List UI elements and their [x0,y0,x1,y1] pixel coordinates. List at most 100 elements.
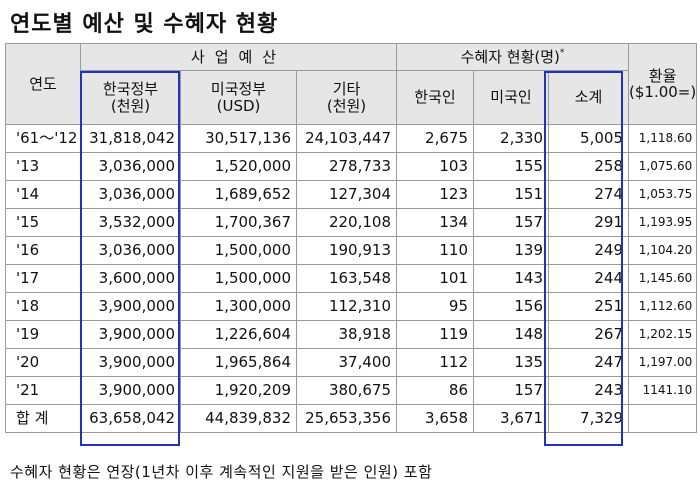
header-korea-gov: 한국정부 (천원) [80,70,181,125]
header-rate-line2: ($1.00=) [629,83,697,101]
cell-subtotal: 244 [548,264,629,293]
cell-other: 127,304 [296,180,397,209]
cell-rate: 1,104.20 [627,236,698,265]
cell-rate: 1,193.95 [627,208,698,237]
table-row: '19 3,900,000 1,226,604 38,918 119 148 2… [5,320,698,349]
cell-us-gov: 1,500,000 [180,236,297,265]
header-year: 연도 [5,43,81,125]
cell-subtotal: 274 [548,180,629,209]
cell-year: '61～'12 [5,124,81,153]
header-us-gov-line2: (USD) [216,96,261,115]
cell-korea-gov: 3,900,000 [80,292,181,321]
cell-rate: 1,145.60 [627,264,698,293]
cell-rate: 1,118.60 [627,124,698,153]
cell-other: 37,400 [296,348,397,377]
cell-other: 24,103,447 [296,124,397,153]
cell-us-gov: 1,520,000 [180,152,297,181]
cell-american: 157 [473,208,549,237]
table-row: '13 3,036,000 1,520,000 278,733 103 155 … [5,152,698,181]
table-row: '15 3,532,000 1,700,367 220,108 134 157 … [5,208,698,237]
cell-american: 139 [473,236,549,265]
cell-total-rate [627,404,698,433]
cell-us-gov: 1,920,209 [180,376,297,405]
cell-total-subtotal: 7,329 [548,404,629,433]
cell-subtotal: 247 [548,348,629,377]
cell-other: 163,548 [296,264,397,293]
cell-total-us-gov: 44,839,832 [180,404,297,433]
header-exchange-rate: 환율 ($1.00=) [627,43,698,125]
header-korea-gov-line1: 한국정부 [102,80,159,98]
cell-other: 380,675 [296,376,397,405]
cell-korean: 86 [396,376,474,405]
cell-year: '18 [5,292,81,321]
cell-subtotal: 249 [548,236,629,265]
cell-year: '20 [5,348,81,377]
cell-korean: 112 [396,348,474,377]
cell-rate: 1,112.60 [627,292,698,321]
cell-korea-gov: 3,036,000 [80,152,181,181]
cell-total-other: 25,653,356 [296,404,397,433]
header-budget-group: 사업예산 [80,43,397,71]
cell-korean: 110 [396,236,474,265]
cell-total-korean: 3,658 [396,404,474,433]
cell-american: 157 [473,376,549,405]
cell-korean: 95 [396,292,474,321]
cell-other: 220,108 [296,208,397,237]
cell-other: 278,733 [296,152,397,181]
cell-year: '21 [5,376,81,405]
cell-american: 151 [473,180,549,209]
cell-american: 2,330 [473,124,549,153]
header-beneficiary-group: 수혜자 현황(명)* [396,43,629,71]
cell-korean: 119 [396,320,474,349]
budget-beneficiary-table: 연도 사업예산 수혜자 현황(명)* 환율 ($1.00=) 한국정부 (천원)… [5,43,698,433]
cell-us-gov: 1,965,864 [180,348,297,377]
cell-year: '16 [5,236,81,265]
cell-american: 156 [473,292,549,321]
table-row: '61～'12 31,818,042 30,517,136 24,103,447… [5,124,698,153]
cell-subtotal: 267 [548,320,629,349]
cell-us-gov: 1,689,652 [180,180,297,209]
cell-american: 155 [473,152,549,181]
header-other-line1: 기타 [332,80,361,98]
cell-american: 143 [473,264,549,293]
cell-year: '15 [5,208,81,237]
cell-us-gov: 30,517,136 [180,124,297,153]
header-us-gov-line1: 미국정부 [210,80,267,98]
cell-other: 38,918 [296,320,397,349]
cell-subtotal: 243 [548,376,629,405]
cell-korea-gov: 3,900,000 [80,376,181,405]
cell-subtotal: 291 [548,208,629,237]
cell-total-american: 3,671 [473,404,549,433]
cell-subtotal: 258 [548,152,629,181]
header-subtotal: 소계 [548,70,629,125]
cell-us-gov: 1,500,000 [180,264,297,293]
cell-total-label: 합 계 [5,404,81,433]
header-other-line2: (천원) [326,96,367,115]
cell-us-gov: 1,226,604 [180,320,297,349]
cell-us-gov: 1,700,367 [180,208,297,237]
cell-korea-gov: 3,036,000 [80,236,181,265]
cell-korea-gov: 3,036,000 [80,180,181,209]
header-beneficiary-mark: * [559,47,565,58]
cell-rate: 1,075.60 [627,152,698,181]
cell-year: '19 [5,320,81,349]
cell-subtotal: 251 [548,292,629,321]
cell-korean: 134 [396,208,474,237]
header-american: 미국인 [473,70,549,125]
cell-other: 190,913 [296,236,397,265]
cell-rate: 1141.10 [627,376,698,405]
page-title: 연도별 예산 및 수혜자 현황 [10,12,279,37]
cell-korean: 103 [396,152,474,181]
cell-korea-gov: 3,900,000 [80,320,181,349]
cell-korea-gov: 31,818,042 [80,124,181,153]
table-row: '18 3,900,000 1,300,000 112,310 95 156 2… [5,292,698,321]
cell-subtotal: 5,005 [548,124,629,153]
cell-korean: 123 [396,180,474,209]
cell-rate: 1,053.75 [627,180,698,209]
cell-total-korea-gov: 63,658,042 [80,404,181,433]
footnote: 수혜자 현황은 연장(1년차 이후 계속적인 지원을 받은 인원) 포함 [10,463,433,481]
total-row: 합 계 63,658,042 44,839,832 25,653,356 3,6… [5,404,698,433]
header-korean: 한국인 [396,70,474,125]
cell-year: '17 [5,264,81,293]
cell-american: 148 [473,320,549,349]
